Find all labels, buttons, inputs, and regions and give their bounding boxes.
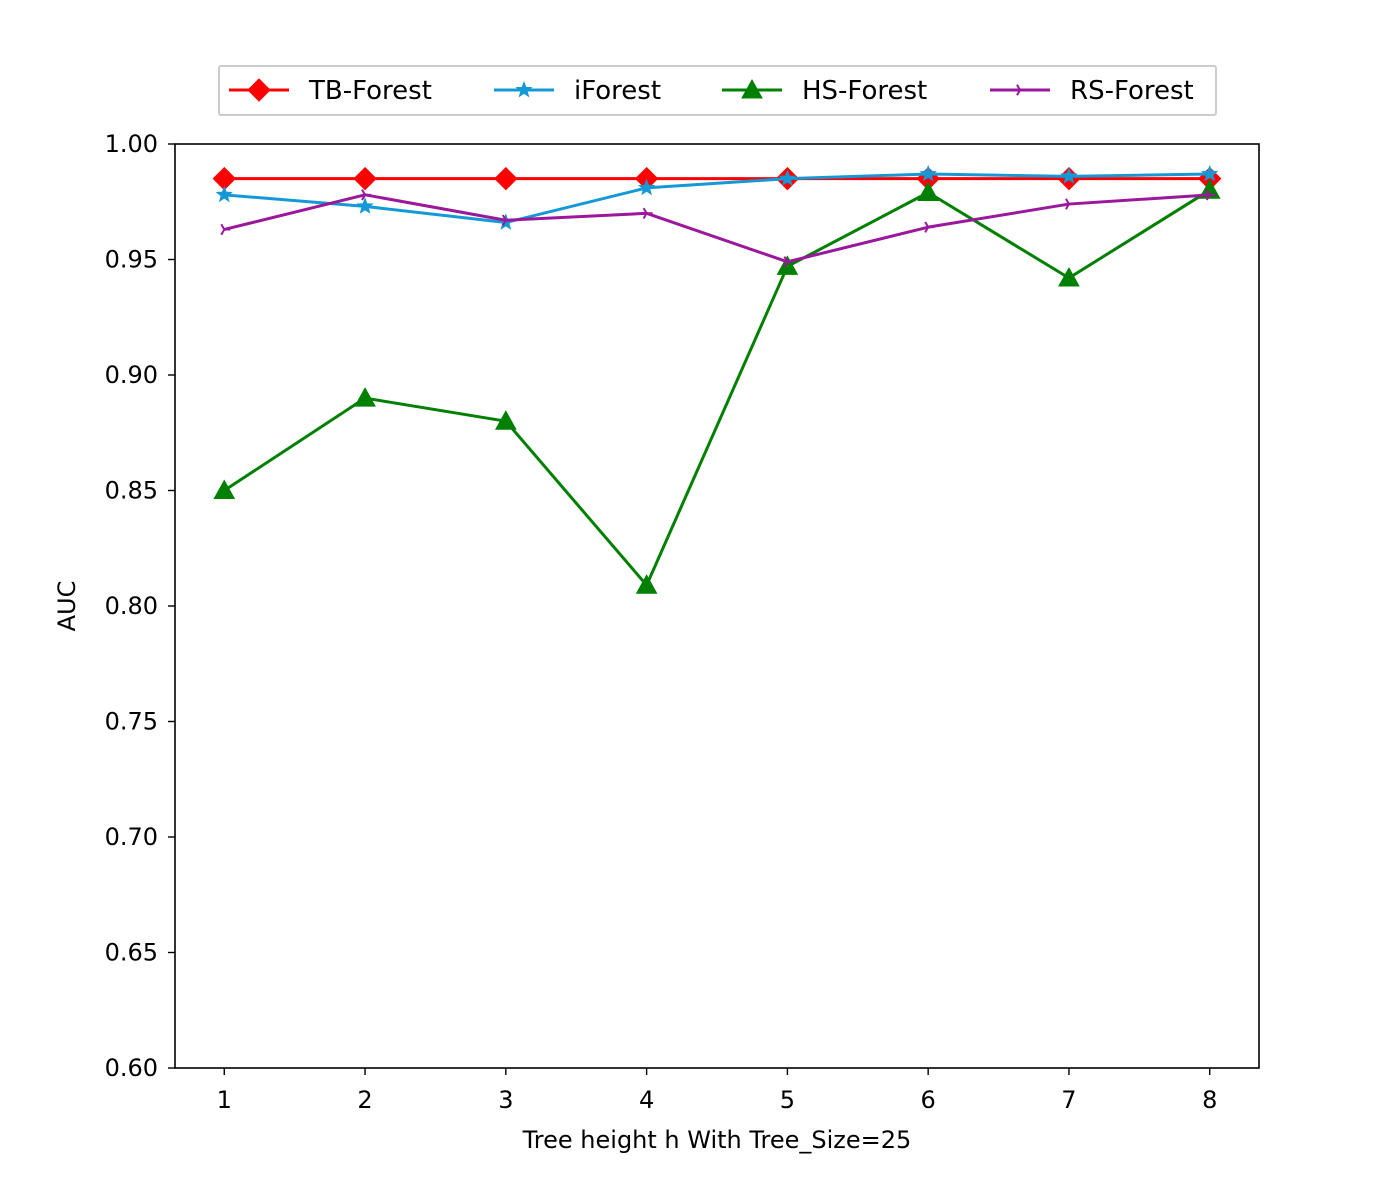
series-rs-forest [220,189,1216,268]
x-tick-label-2: 2 [357,1086,372,1114]
legend-label-iforest: iForest [574,76,661,106]
marker-rs-forest-7 [1065,198,1075,210]
legend-entry-tb-forest: TB-Forest [229,76,432,106]
legend-entry-iforest: iForest [494,76,661,106]
marker-iforest-2 [356,197,374,214]
series-hs-forest [213,179,1221,594]
legend-label-hs-forest: HS-Forest [802,76,927,106]
marker-rs-forest-6 [924,221,935,233]
legend: TB-Forest iForest HS-Forest RS-Forest [218,65,1217,116]
marker-hs-forest-1 [213,479,236,499]
line-rs-forest [223,193,1210,264]
marker-tb-forest-3 [494,166,518,191]
marker-hs-forest-4 [635,574,658,594]
y-tick-label-0.70: 0.70 [105,823,158,851]
x-tick-label-5: 5 [780,1086,795,1114]
marker-rs-forest-4 [642,207,653,220]
legend-entry-rs-forest: RS-Forest [990,76,1194,106]
marker-hs-forest-5 [776,255,799,275]
y-tick-label-0.80: 0.80 [105,592,158,620]
marker-rs-forest-8 [1205,189,1216,201]
marker-hs-forest-7 [1058,266,1080,287]
x-tick-label-6: 6 [921,1086,936,1114]
marker-hs-forest-3 [494,410,517,430]
y-tick-label-1.00: 1.00 [105,130,158,158]
legend-marker-rs-forest [1016,84,1026,96]
marker-iforest-1 [215,185,233,203]
y-tick-label-0.95: 0.95 [105,246,158,274]
legend-marker-hs-forest [741,78,763,99]
legend-marker-iforest [515,80,533,98]
x-tick-label-8: 8 [1202,1086,1217,1114]
marker-rs-forest-1 [220,223,231,236]
x-tick-label-7: 7 [1061,1086,1076,1114]
marker-tb-forest-2 [353,166,377,191]
x-tick-label-3: 3 [498,1086,513,1114]
line-iforest [224,172,1210,225]
marker-rs-forest-2 [361,189,372,201]
plot-series [212,164,1222,594]
legend-label-rs-forest: RS-Forest [1070,76,1194,106]
x-axis-label: Tree height h With Tree_Size=25 [522,1126,912,1154]
legend-box [218,65,1217,116]
marker-rs-forest-5 [783,256,794,268]
axes: 1 2 3 4 5 6 7 8 0.60 0.65 0.70 0.75 0.80 0.85 0.90 0.95… [105,130,1260,1114]
plot-frame [174,143,1260,1069]
marker-hs-forest-6 [917,181,940,202]
line-hs-forest [223,188,1211,587]
marker-iforest-4 [637,178,656,196]
marker-iforest-5 [778,169,797,187]
marker-hs-forest-2 [354,387,376,407]
y-axis-label: AUC [53,581,81,632]
marker-iforest-7 [1060,167,1078,184]
x-tick-label-4: 4 [639,1086,654,1114]
legend-entry-hs-forest: HS-Forest [722,76,927,106]
marker-iforest-6 [919,164,937,182]
legend-label-tb-forest: TB-Forest [308,76,432,106]
marker-iforest-8 [1201,164,1219,182]
y-tick-label-0.65: 0.65 [105,939,158,967]
y-tick-label-0.60: 0.60 [105,1054,158,1082]
legend-marker-tb-forest [247,78,271,102]
y-tick-label-0.90: 0.90 [105,361,158,389]
marker-rs-forest-3 [501,214,512,226]
x-tick-label-1: 1 [217,1086,232,1114]
y-tick-label-0.85: 0.85 [105,477,158,505]
series-tb-forest [212,166,1222,191]
y-tick-label-0.75: 0.75 [105,708,158,736]
